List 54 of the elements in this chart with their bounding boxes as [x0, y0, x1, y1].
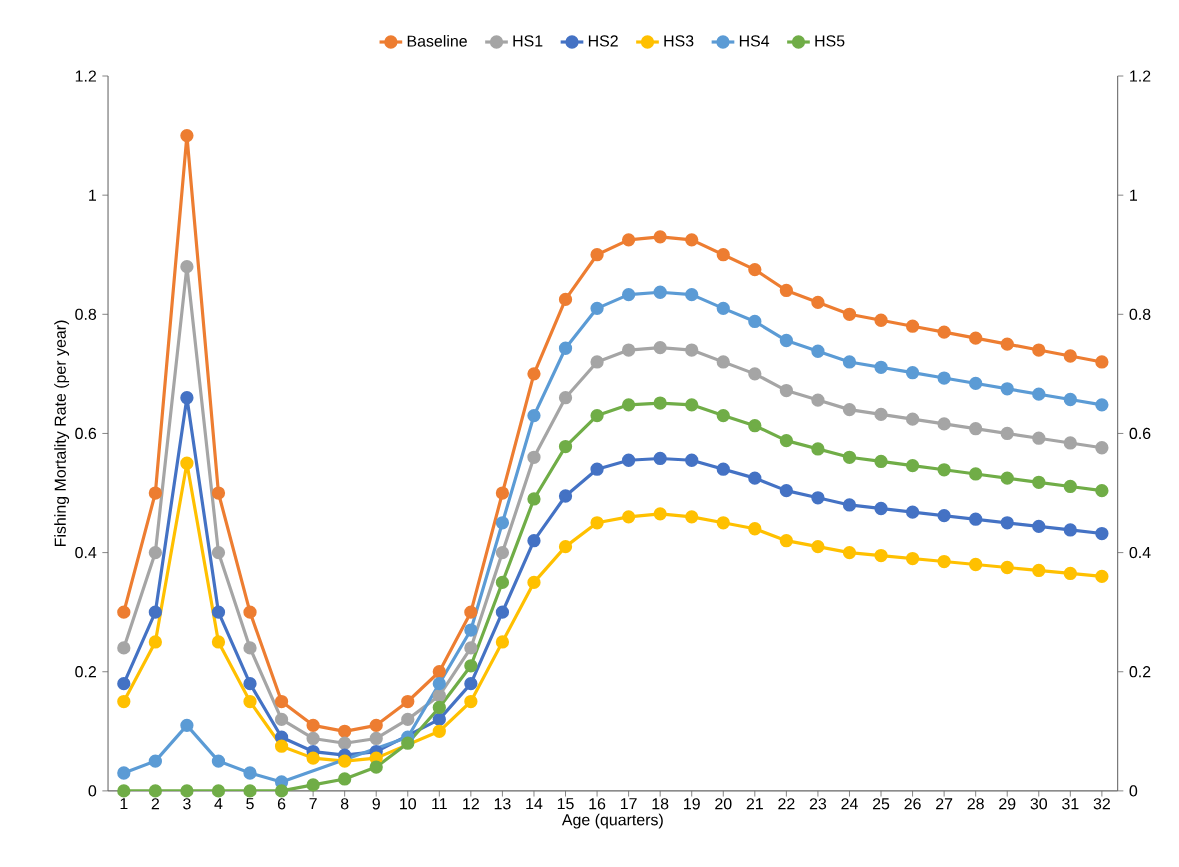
x-tick-label: 27	[936, 798, 953, 810]
y-tick-label: 1	[89, 189, 96, 201]
x-tick-label: 2	[151, 798, 159, 810]
x-tick-label: 13	[494, 798, 511, 810]
x-tick-label: 1	[120, 798, 128, 810]
x-tick-label: 31	[1062, 798, 1079, 810]
x-tick-label: 7	[309, 798, 317, 810]
x-tick-label: 10	[400, 798, 417, 810]
x-tick-label: 19	[684, 798, 700, 810]
x-tick-label: 29	[999, 798, 1016, 810]
x-tick-label: 17	[620, 798, 637, 810]
y2-tick-label: 1	[1130, 189, 1137, 201]
y2-tick-label: 0	[1129, 785, 1138, 797]
x-tick-label: 8	[340, 798, 349, 810]
x-tick-label: 22	[778, 798, 795, 810]
y-tick-label: 0	[88, 785, 97, 797]
x-tick-label: 30	[1030, 798, 1048, 810]
x-tick-label: 26	[904, 798, 921, 810]
x-tick-label: 28	[967, 798, 984, 810]
x-tick-label: 4	[214, 798, 223, 810]
legend-label: Baseline	[407, 35, 467, 47]
x-tick-label: 18	[652, 798, 669, 810]
legend-label: HS1	[513, 35, 543, 47]
legend-label: HS3	[664, 35, 694, 47]
x-tick-label: 14	[526, 798, 543, 810]
x-tick-label: 5	[246, 798, 254, 810]
y2-tick-label: 0.2	[1129, 666, 1151, 678]
y-tick-label: 0.4	[75, 547, 97, 559]
y-tick-label: 0.2	[75, 666, 96, 678]
y2-tick-label: 1.2	[1130, 70, 1151, 82]
x-tick-label: 25	[872, 798, 890, 810]
legend-label: HS5	[815, 35, 845, 47]
y-axis-title: Fishing Mortality Rate (per year)	[54, 320, 70, 547]
y2-tick-label: 0.8	[1129, 308, 1151, 320]
x-tick-label: 9	[372, 798, 380, 810]
legend-label: HS2	[588, 35, 618, 47]
y-tick-label: 0.8	[75, 308, 97, 320]
x-tick-label: 32	[1093, 798, 1110, 810]
y-tick-label: 1.2	[75, 70, 96, 82]
y2-tick-label: 0.4	[1129, 547, 1151, 559]
y-tick-label: 0.6	[75, 427, 97, 440]
x-tick-label: 21	[746, 798, 763, 810]
y2-tick-label: 0.6	[1129, 427, 1151, 440]
x-tick-label: 15	[557, 798, 574, 810]
x-tick-label: 3	[183, 798, 191, 810]
x-tick-label: 24	[841, 798, 858, 810]
x-tick-label: 20	[715, 798, 732, 810]
x-tick-label: 23	[809, 798, 827, 810]
x-tick-label: 11	[432, 798, 447, 810]
x-axis-title: Age (quarters)	[561, 813, 663, 829]
x-tick-label: 16	[589, 798, 606, 810]
legend-label: HS4	[739, 35, 770, 47]
x-tick-label: 6	[277, 798, 286, 810]
x-tick-label: 12	[463, 798, 479, 810]
